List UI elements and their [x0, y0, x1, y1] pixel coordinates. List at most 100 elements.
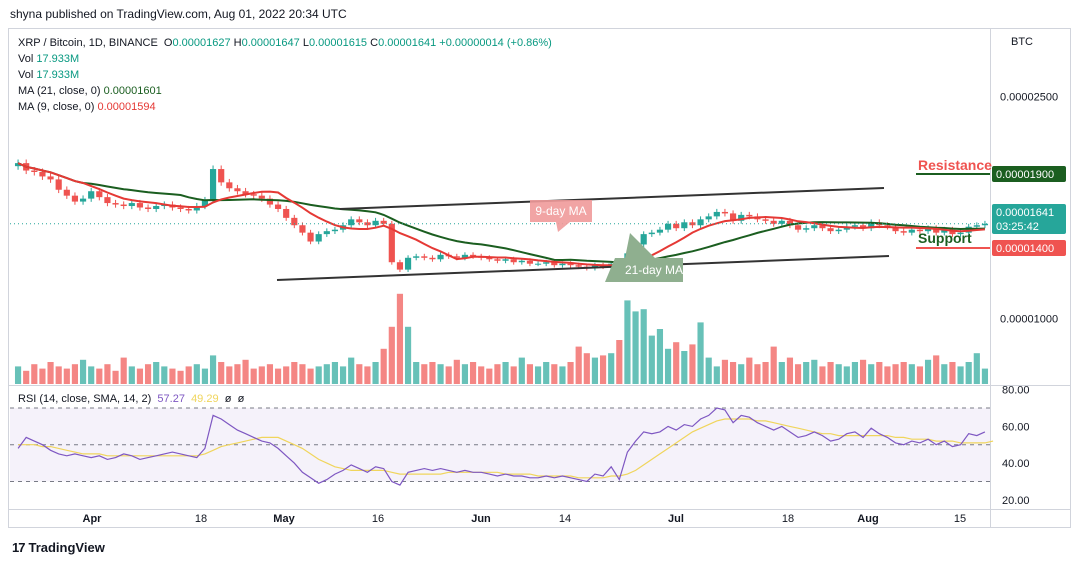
volume-bar [39, 368, 46, 384]
candle-body [469, 254, 477, 257]
volume-bar [388, 326, 395, 384]
candle-body [859, 225, 867, 229]
time-tick-label: Aug [857, 513, 878, 525]
ohlc-legend: XRP / Bitcoin, 1D, BINANCE O0.00001627 H… [18, 35, 552, 51]
volume-bar [128, 366, 135, 384]
support-label: Support [918, 230, 972, 246]
candle-body [941, 229, 948, 233]
volume-bar [583, 353, 590, 384]
volume-bar [266, 364, 274, 384]
currency-unit: BTC [1011, 36, 1033, 48]
ma9-callout-label: 9-day MA [535, 204, 586, 218]
candle-body [567, 263, 574, 266]
candle-body [372, 220, 379, 226]
volume-bar [624, 300, 631, 384]
candle-body [949, 229, 956, 235]
volume-bar [404, 326, 412, 384]
rsi-extra-2: ø [237, 393, 245, 405]
volume-bar [348, 357, 355, 384]
volume-bar [478, 366, 485, 384]
candle-body [323, 231, 330, 235]
volume-bar [250, 368, 257, 384]
candle-body [380, 220, 387, 224]
volume-bar [746, 357, 753, 384]
vol-legend-2: Vol 17.933M [18, 67, 79, 83]
volume-bar [234, 364, 241, 384]
rsi-label: RSI (14, close, SMA, 14, 2) [18, 393, 152, 405]
volume-bar [794, 364, 802, 384]
time-tick-label: Apr [83, 513, 103, 525]
volume-bar [315, 366, 322, 384]
candle-body [299, 225, 306, 233]
candle-body [648, 232, 655, 235]
publisher-line: shyna published on TradingView.com, Aug … [10, 7, 347, 21]
volume-bar [307, 368, 314, 384]
candle-body [404, 257, 412, 270]
volume-bar [461, 364, 469, 384]
ma21-line [17, 162, 985, 264]
rsi-extra-1: ø [224, 393, 232, 405]
volume-bar [47, 362, 54, 384]
volume-bar [283, 366, 290, 384]
upper-channel-line [339, 187, 885, 210]
candle-body [120, 204, 127, 207]
time-tick-label: Jul [668, 513, 684, 525]
price-tick-label: 0.00002500 [1000, 92, 1058, 104]
candle-body [534, 263, 542, 265]
candle-body [307, 232, 314, 242]
volume-bar [664, 348, 672, 384]
candle-body [786, 220, 794, 226]
candle-body [453, 256, 460, 258]
candle-body [924, 228, 932, 232]
candle-body [55, 179, 62, 190]
candle-body [429, 257, 436, 260]
resistance-badge-label: 0.00001900 [996, 169, 1054, 181]
volume-bar [835, 364, 842, 384]
candle-body [266, 198, 274, 205]
volume-bar [924, 359, 932, 384]
volume-bar [193, 364, 200, 384]
volume-bar [136, 368, 144, 384]
volume-bar [859, 359, 867, 384]
volume-bar [591, 357, 599, 384]
volume-bar [599, 355, 607, 384]
ma9-legend: MA (9, close, 0) 0.00001594 [18, 99, 156, 115]
volume-bar [104, 364, 111, 384]
volume-bar [242, 359, 249, 384]
volume-bar [632, 311, 639, 384]
volume-bar [575, 346, 582, 384]
candle-body [770, 220, 777, 224]
candle-body [640, 234, 647, 245]
vol-label: Vol [18, 69, 34, 81]
candle-body [575, 265, 582, 267]
candle-body [63, 189, 70, 196]
candle-body [518, 260, 525, 263]
low-value: 0.00001615 [308, 37, 368, 49]
candle-body [283, 208, 290, 218]
volume-bar [469, 362, 477, 384]
footer-brand[interactable]: 17 TradingView [12, 540, 105, 555]
candle-body [348, 219, 355, 226]
candle-body [226, 182, 233, 189]
vol-value: 17.933M [36, 53, 80, 65]
volume-bar [144, 364, 152, 384]
symbol-label[interactable]: XRP / Bitcoin, 1D, BINANCE [18, 37, 158, 49]
ma9-label: MA (9, close, 0) [18, 101, 95, 113]
time-tick-label: 14 [559, 513, 571, 525]
candle-body [851, 225, 859, 227]
volume-bar [819, 366, 826, 384]
volume-bar [705, 357, 712, 384]
support-badge-box [992, 240, 1066, 256]
volume-bar [957, 366, 964, 384]
candle-body [697, 219, 704, 226]
volume-bar [778, 362, 785, 384]
volume-bar [640, 309, 647, 384]
volume-bar [494, 364, 501, 384]
candle-body [315, 234, 322, 242]
candle-body [794, 225, 802, 230]
volume-bar [729, 362, 737, 384]
volume-bar [754, 364, 761, 384]
candle-body [242, 191, 249, 195]
volume-bar [770, 346, 777, 384]
